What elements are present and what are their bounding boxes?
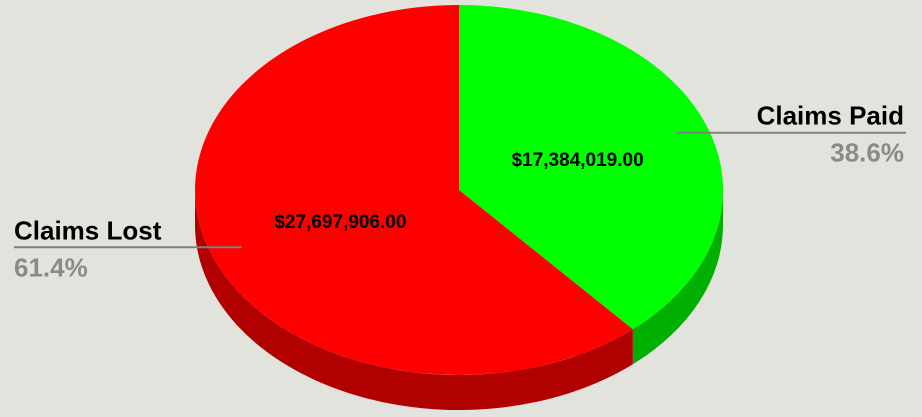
slice-value-label-claims-paid: $17,384,019.00 — [512, 150, 644, 171]
pie-sides — [195, 190, 723, 410]
callout-name-claims-paid: Claims Paid — [757, 101, 904, 131]
pie-side-claims-paid — [632, 190, 723, 365]
callout-percent-claims-lost: 61.4% — [14, 252, 88, 282]
pie-side-claims-lost — [195, 190, 633, 410]
pie-tops — [194, 5, 723, 375]
pie-labels: $17,384,019.00 $27,697,906.00 Claims Paid 3… — [14, 101, 906, 282]
callout-percent-claims-paid: 38.6% — [830, 138, 904, 168]
slice-value-label-claims-lost: $27,697,906.00 — [274, 212, 406, 233]
pie-slice-claims-lost[interactable] — [194, 5, 633, 375]
pie-slice-claims-paid[interactable] — [459, 5, 723, 330]
callout-name-claims-lost: Claims Lost — [14, 215, 162, 245]
